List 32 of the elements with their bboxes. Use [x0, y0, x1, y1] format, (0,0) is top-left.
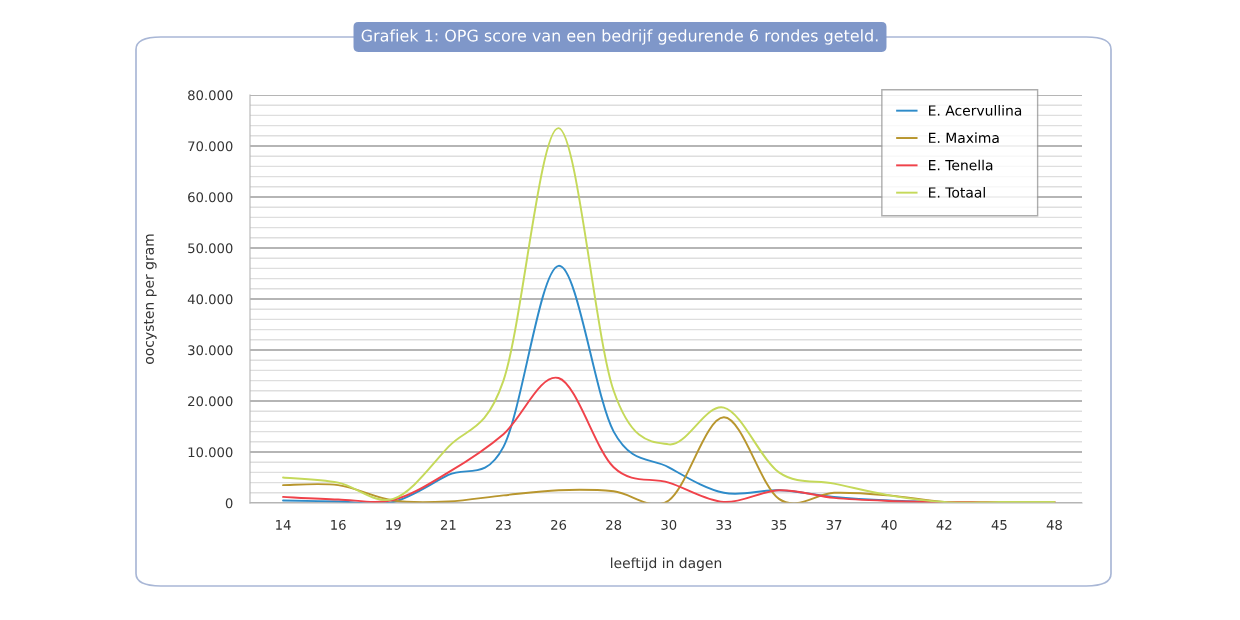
y-tick-label: 0 — [225, 498, 233, 509]
y-tick-label: 20.000 — [188, 396, 233, 407]
y-tick-label: 80.000 — [188, 90, 233, 101]
x-tick-label: 37 — [826, 519, 842, 530]
x-tick-label: 21 — [440, 519, 456, 530]
x-tick-label: 14 — [276, 520, 291, 530]
x-tick-label: 42 — [936, 519, 952, 530]
x-tick-label: 48 — [1046, 519, 1062, 530]
chart-title: Grafiek 1: OPG score van een bedrijf gedurende 6 rondes geteld. — [361, 29, 878, 45]
x-tick-label: 19 — [386, 519, 401, 530]
x-tick-label: 33 — [716, 519, 732, 530]
x-tick-label: 28 — [606, 519, 622, 530]
legend-label: E. Tenella — [929, 159, 993, 171]
x-tick-label: 35 — [771, 519, 787, 530]
legend-label: E. Maxima — [929, 132, 999, 144]
line-series — [282, 127, 1056, 503]
x-tick-label: 23 — [496, 519, 511, 530]
x-tick-label: 16 — [331, 519, 346, 530]
y-tick-label: 40.000 — [187, 294, 233, 305]
x-tick-label: 26 — [551, 519, 567, 530]
y-tick-label: 50.000 — [188, 243, 233, 254]
legend-label: E. Acervullina — [929, 104, 1022, 116]
x-tick-label: 30 — [661, 519, 677, 530]
y-tick-label: 70.000 — [188, 141, 233, 152]
x-tick-label: 45 — [991, 520, 1007, 530]
y-tick-label: 60.000 — [188, 192, 233, 203]
x-axis-title: leeftijd in dagen — [611, 557, 722, 571]
y-tick-label: 10.000 — [188, 447, 233, 458]
legend-label: E. Totaal — [929, 186, 985, 198]
x-tick-label: 40 — [881, 519, 897, 530]
y-axis-title: oocysten per gram — [143, 234, 157, 364]
y-tick-label: 30.000 — [188, 345, 233, 356]
